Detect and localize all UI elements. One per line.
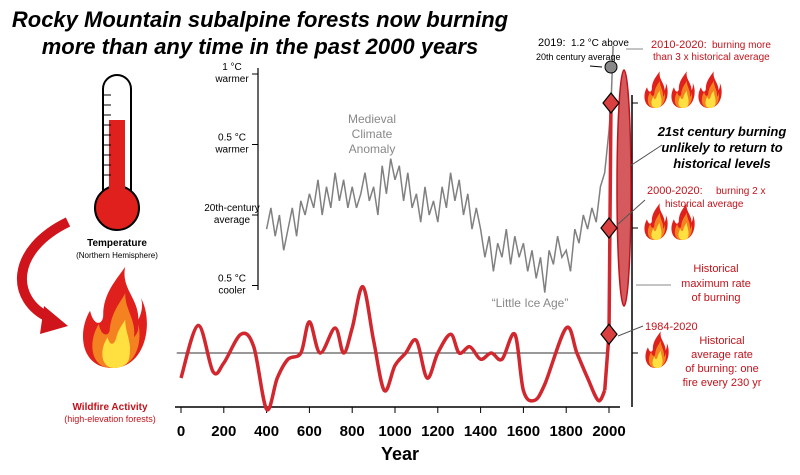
fire-icon	[644, 203, 668, 240]
fire-icon	[645, 331, 669, 368]
temp-tick-label: 0.5 °C	[218, 274, 246, 285]
wildfire-label: Wildfire Activity	[72, 402, 148, 413]
curved-arrow-icon	[16, 217, 71, 323]
little-ice-age-label: “Little Ice Age”	[492, 296, 569, 310]
annot-2000: 2000-2020:	[647, 185, 703, 197]
temp-tick-label: warmer	[214, 145, 249, 156]
future-label: 21st century burning	[657, 124, 787, 139]
temp-tick-label: 0.5 °C	[218, 133, 246, 144]
annot-2010: burning more	[712, 40, 771, 51]
temp-tick-label: cooler	[218, 286, 246, 297]
temperature-series	[265, 45, 614, 293]
x-tick-label: 1200	[421, 423, 454, 440]
temperature-sublabel: (Northern Hemisphere)	[76, 251, 158, 260]
fire-icon	[698, 71, 722, 108]
x-tick-label: 1000	[378, 423, 411, 440]
medieval-label: Anomaly	[349, 142, 396, 156]
future-label: unlikely to return to	[661, 140, 782, 155]
fire-diamond-marker	[602, 92, 620, 114]
fire-diamond-marker	[600, 217, 618, 239]
historical-max-label: Historical	[693, 263, 738, 275]
annot-2010: than 3 x historical average	[653, 52, 770, 63]
x-tick-label: 1400	[464, 423, 497, 440]
temp-tick-label: 1 °C	[222, 62, 242, 73]
x-tick-label: 800	[340, 423, 365, 440]
future-range-ellipse	[616, 69, 632, 307]
annot-1984: 1984-2020	[645, 321, 698, 333]
historical-avg-label: average rate	[691, 349, 753, 361]
historical-avg-label: fire every 230 yr	[683, 377, 762, 389]
fire-diamond-marker	[600, 323, 618, 346]
fire-icon	[671, 71, 695, 108]
title-line-1: Rocky Mountain subalpine forests now bur…	[11, 7, 509, 32]
x-tick-label: 400	[254, 423, 279, 440]
temp-tick-label: average	[214, 215, 251, 226]
annot-2019: 1.2 °C above	[571, 38, 629, 49]
x-tick-label: 1800	[550, 423, 583, 440]
historical-avg-label: of burning: one	[685, 363, 758, 375]
temp-tick-label: warmer	[214, 74, 249, 85]
medieval-label: Medieval	[348, 112, 396, 126]
arrow	[629, 144, 663, 167]
title-line-2: more than any time in the past 2000 year…	[41, 34, 479, 59]
annot-2019: 20th century average	[536, 52, 621, 62]
historical-max-label: maximum rate	[681, 278, 751, 290]
x-axis-label: Year	[381, 444, 419, 464]
wildfire-series	[179, 284, 607, 412]
wildfire-sublabel: (high-elevation forests)	[64, 414, 156, 424]
annot-2019: 2019:	[538, 37, 566, 49]
x-tick-label: 600	[297, 423, 322, 440]
annot-2010: 2010-2020:	[651, 39, 707, 51]
chart-title: Rocky Mountain subalpine forests now bur…	[0, 6, 520, 60]
thermometer-mercury	[109, 120, 125, 210]
big-fire-icon	[82, 266, 147, 368]
x-tick-label: 0	[177, 423, 185, 440]
arrow-head	[40, 306, 68, 334]
arrow	[616, 199, 646, 226]
temp-2019-marker	[604, 60, 618, 74]
temperature-label: Temperature	[87, 238, 147, 249]
historical-avg-label: Historical	[699, 335, 744, 347]
future-label: historical levels	[673, 156, 771, 171]
historical-max-label: of burning	[692, 292, 741, 304]
x-tick-label: 200	[211, 423, 236, 440]
arrow	[617, 325, 644, 337]
fire-icon	[671, 203, 695, 240]
annot-2000: historical average	[665, 199, 744, 210]
temp-tick-label: 20th-century	[204, 203, 260, 214]
annot-2000: burning 2 x	[716, 186, 765, 197]
x-tick-label: 2000	[592, 423, 625, 440]
medieval-label: Climate	[352, 127, 393, 141]
fire-icon	[644, 71, 668, 108]
arrow	[589, 65, 603, 68]
x-tick-label: 1600	[507, 423, 540, 440]
